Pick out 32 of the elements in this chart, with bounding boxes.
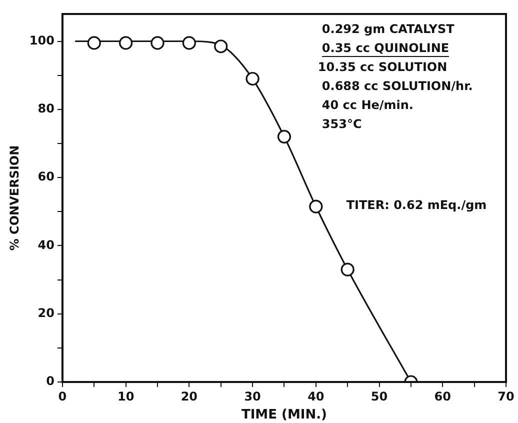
point (150, 36, 164, 50)
annotation: 0.688 cc SOLUTION/hr. (322, 79, 473, 93)
y-tick-label: 20 (38, 306, 54, 320)
x-tick-label: 70 (498, 389, 514, 404)
y-tick-label: 40 (38, 238, 54, 252)
point (214, 40, 228, 54)
point (182, 36, 196, 50)
x-tick-label: 30 (244, 389, 261, 404)
y-tick-label: 100 (29, 33, 54, 48)
point (309, 200, 323, 214)
y-tick-label: 80 (38, 102, 54, 116)
y-tick-label: 60 (38, 170, 54, 184)
x-tick-label: 60 (434, 389, 451, 404)
x-tick-label: 20 (180, 389, 198, 404)
point (87, 36, 101, 50)
x-tick-label: 40 (308, 389, 324, 404)
point (340, 262, 354, 276)
y-tick-label: 0 (46, 374, 54, 388)
x-axis-title: TIME (MIN.) (241, 408, 327, 423)
annotation: 0.35 cc QUINOLINE (322, 41, 450, 57)
annotation: TITER: 0.62 mEq./gm (346, 198, 487, 212)
x-tick-label: 0 (58, 389, 67, 404)
annotation: 353°C (322, 117, 362, 131)
point (246, 72, 260, 86)
point (277, 130, 292, 144)
point (119, 36, 133, 50)
annotation: 40 cc He/min. (322, 98, 414, 112)
y-axis-title: % CONVERSION (7, 145, 22, 251)
annotation: 0.292 gm CATALYST (322, 22, 454, 36)
x-tick-label: 50 (370, 389, 388, 404)
annotation: 10.35 cc SOLUTION (318, 60, 448, 74)
x-tick-label: 10 (117, 389, 134, 404)
